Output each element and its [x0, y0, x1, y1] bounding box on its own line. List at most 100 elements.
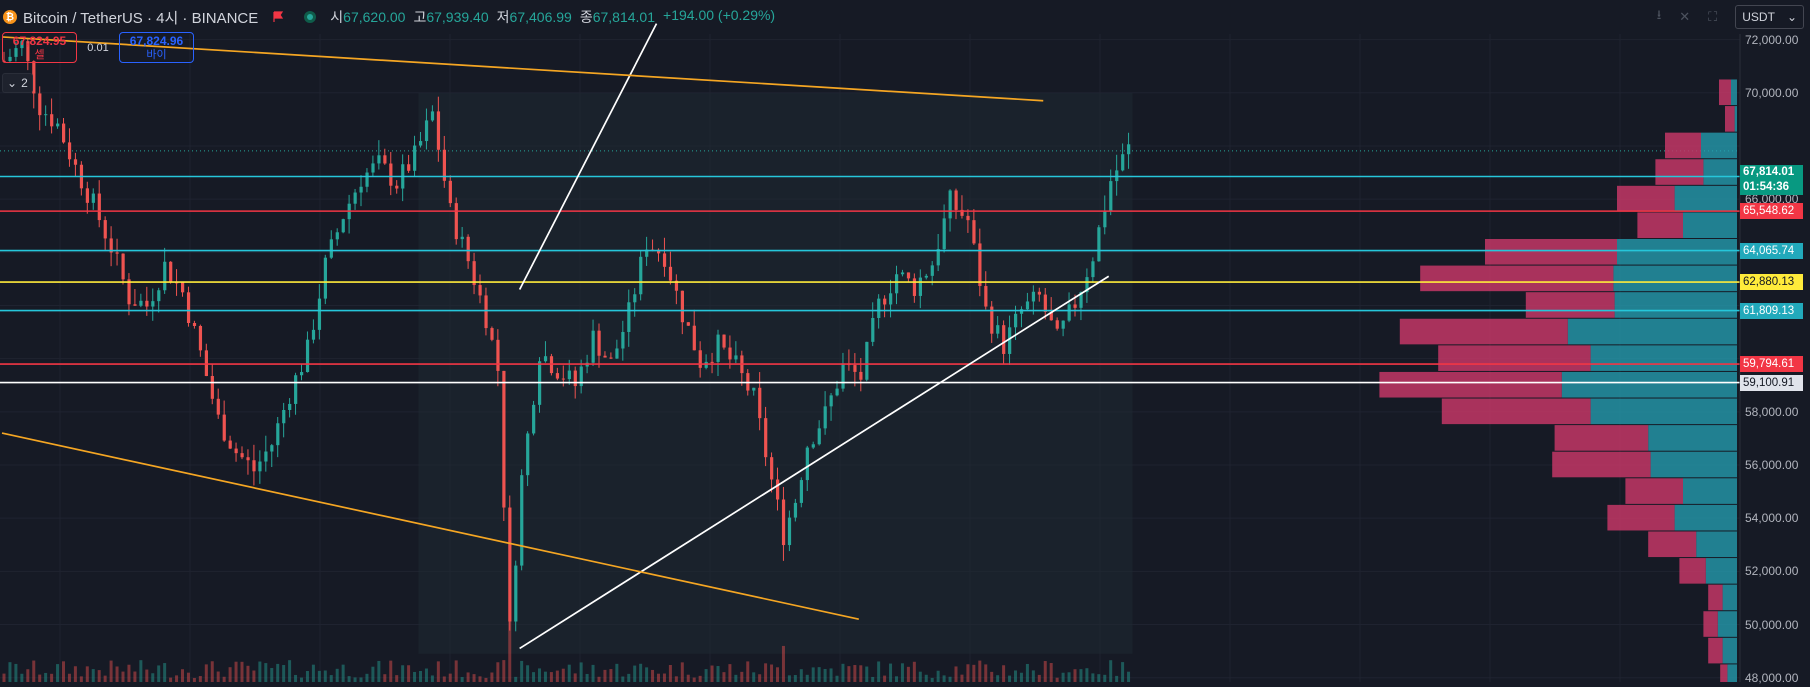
download-icon[interactable]: ⭳ [1656, 7, 1662, 22]
volume-bar [686, 674, 690, 682]
volume-bar [8, 662, 12, 682]
candle-body [91, 193, 95, 203]
candle-body [484, 295, 488, 329]
volume-profile-up-bar [1696, 531, 1737, 558]
ohlc-values: 시67,620.00 고67,939.40 저67,406.99 종67,814… [330, 7, 775, 27]
trendline [1, 432, 859, 621]
volume-bar [413, 671, 417, 682]
volume-bar [579, 662, 583, 682]
top-right-tools: ⭳ ✕ ⛶ USDT ⌄ [1657, 5, 1804, 29]
buy-button[interactable]: 67,824.96 바이 [119, 32, 194, 63]
candle-body [990, 306, 994, 334]
volume-bar [936, 670, 940, 682]
volume-bar [746, 661, 750, 682]
volume-bar [216, 671, 220, 682]
volume-bar [740, 671, 744, 682]
candle-body [115, 252, 119, 254]
volume-profile-up-bar [1701, 132, 1737, 159]
volume-bar [139, 660, 143, 682]
symbol-title[interactable]: Bitcoin / TetherUS · 4시 · BINANCE [23, 9, 259, 27]
candle-body [276, 423, 280, 446]
volume-bar [1061, 672, 1065, 682]
volume-bar [460, 677, 464, 682]
close-icon[interactable]: ✕ [1679, 9, 1691, 24]
volume-bar [847, 666, 851, 682]
volume-bar [657, 673, 660, 682]
volume-profile-up-bar [1590, 345, 1737, 371]
candle-body [930, 265, 934, 276]
volume-bar [662, 673, 666, 682]
volume-profile-up-bar [1722, 584, 1737, 611]
volume-bar [335, 668, 339, 682]
volume-bar [954, 666, 958, 682]
candle-body [50, 114, 54, 127]
volume-bar [133, 671, 137, 682]
volume-bar [573, 673, 577, 682]
candle-body [252, 460, 256, 472]
candle-body [311, 329, 316, 340]
volume-profile-down-bar [1637, 212, 1683, 238]
volume-bar [466, 672, 470, 682]
volume-bar [377, 660, 381, 682]
low-label: 저 [496, 9, 510, 25]
volume-bar [329, 675, 333, 682]
volume-bar [1049, 663, 1053, 682]
candle-body [436, 111, 441, 150]
volume-bar [50, 673, 54, 682]
volume-bar [323, 670, 327, 682]
fullscreen-icon[interactable]: ⛶ [1708, 9, 1718, 24]
price-axis-tick: 58,000.00 [1745, 404, 1799, 419]
volume-bar [520, 660, 524, 682]
volume-profile-down-bar [1554, 425, 1649, 451]
volume-bar [889, 663, 893, 682]
candle-body [210, 376, 214, 399]
candle-body [8, 56, 12, 62]
close-label: 종 [579, 9, 593, 25]
volume-bar [484, 677, 488, 682]
price-axis-tick: 66,000.00 [1745, 192, 1799, 207]
flag-icon[interactable] [272, 11, 284, 23]
candle-body [175, 282, 179, 284]
candle-body [948, 190, 952, 219]
volume-bar [282, 665, 286, 682]
currency-select[interactable]: USDT ⌄ [1735, 5, 1804, 29]
candle-body [698, 350, 702, 368]
candle-body [14, 48, 18, 57]
candle-body [805, 447, 809, 481]
indicator-collapse-toggle[interactable]: ⌄ 2 [2, 73, 33, 93]
candle-body [305, 339, 310, 373]
volume-bar [865, 666, 869, 682]
volume-profile-down-bar [1703, 611, 1718, 637]
candle-body [246, 457, 250, 461]
volume-bar [478, 676, 482, 682]
price-axis-tick: 56,000.00 [1745, 458, 1799, 472]
volume-profile-up-bar [1705, 558, 1737, 584]
volume-bar [1031, 670, 1035, 682]
volume-bar [240, 661, 244, 682]
sell-button[interactable]: 67,824.95 셀 [2, 32, 77, 63]
candle-body [781, 499, 786, 546]
candle-body [133, 304, 137, 306]
price-axis-tick: 70,000.00 [1745, 85, 1799, 100]
volume-bar [532, 672, 536, 682]
candle-body [1103, 210, 1107, 228]
candle-body [270, 445, 274, 452]
volume-bar [20, 673, 24, 682]
volume-bar [918, 671, 922, 682]
candle-body [752, 387, 756, 391]
volume-profile-up-bar [1561, 371, 1737, 398]
volume-bar [109, 660, 113, 682]
volume-bar [210, 661, 214, 682]
sell-label: 셀 [34, 48, 45, 61]
volume-bar [234, 661, 238, 682]
candle-body [823, 406, 827, 429]
volume-bar [353, 677, 357, 682]
volume-profile-up-bar [1674, 504, 1737, 531]
candle-body [972, 220, 976, 244]
volume-bar [1091, 673, 1095, 682]
volume-profile-up-bar [1648, 425, 1737, 451]
volume-bar [424, 668, 428, 682]
volume-profile-up-bar [1734, 106, 1737, 132]
